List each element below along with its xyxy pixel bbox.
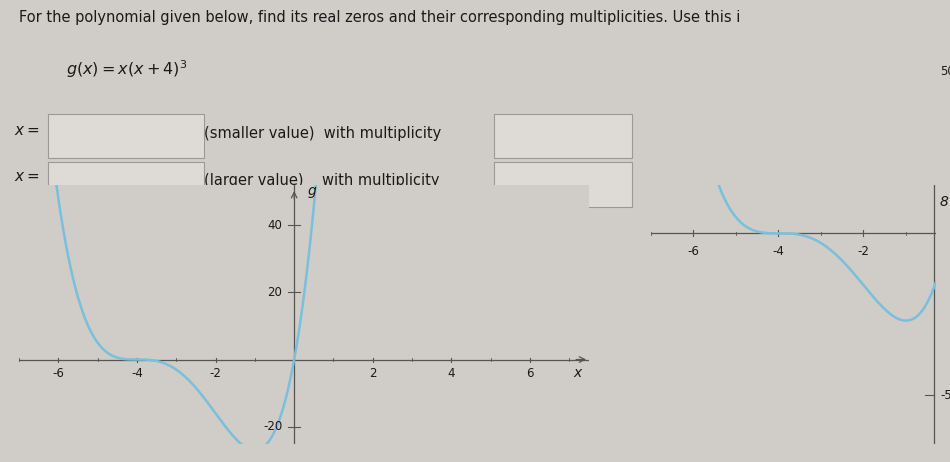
Text: 8: 8 — [940, 195, 949, 208]
Text: $g(x) = x(x + 4)^3$: $g(x) = x(x + 4)^3$ — [66, 58, 188, 80]
FancyBboxPatch shape — [48, 162, 204, 207]
Text: For the polynomial given below, find its real zeros and their corresponding mult: For the polynomial given below, find its… — [19, 10, 740, 24]
Text: (smaller value)  with multiplicity: (smaller value) with multiplicity — [204, 127, 442, 141]
FancyBboxPatch shape — [494, 162, 632, 207]
FancyBboxPatch shape — [48, 114, 204, 158]
Text: -4: -4 — [131, 367, 142, 380]
Text: (larger value)    with multiplicity: (larger value) with multiplicity — [204, 173, 440, 188]
Text: -2: -2 — [858, 244, 869, 258]
Text: $x =$: $x =$ — [14, 169, 40, 184]
Text: $x =$: $x =$ — [14, 122, 40, 138]
Text: -6: -6 — [688, 244, 699, 258]
Text: 6: 6 — [526, 367, 534, 380]
Text: 4: 4 — [447, 367, 455, 380]
Text: -2: -2 — [210, 367, 221, 380]
Text: 20: 20 — [268, 286, 282, 299]
Text: 2: 2 — [369, 367, 376, 380]
Text: -6: -6 — [52, 367, 65, 380]
Text: -4: -4 — [772, 244, 785, 258]
Text: -20: -20 — [263, 420, 282, 433]
FancyBboxPatch shape — [494, 114, 632, 158]
Text: 40: 40 — [268, 219, 282, 231]
Text: -50: -50 — [940, 389, 950, 401]
Text: 50: 50 — [940, 65, 950, 78]
Text: x: x — [573, 366, 581, 380]
Text: g: g — [308, 184, 316, 198]
